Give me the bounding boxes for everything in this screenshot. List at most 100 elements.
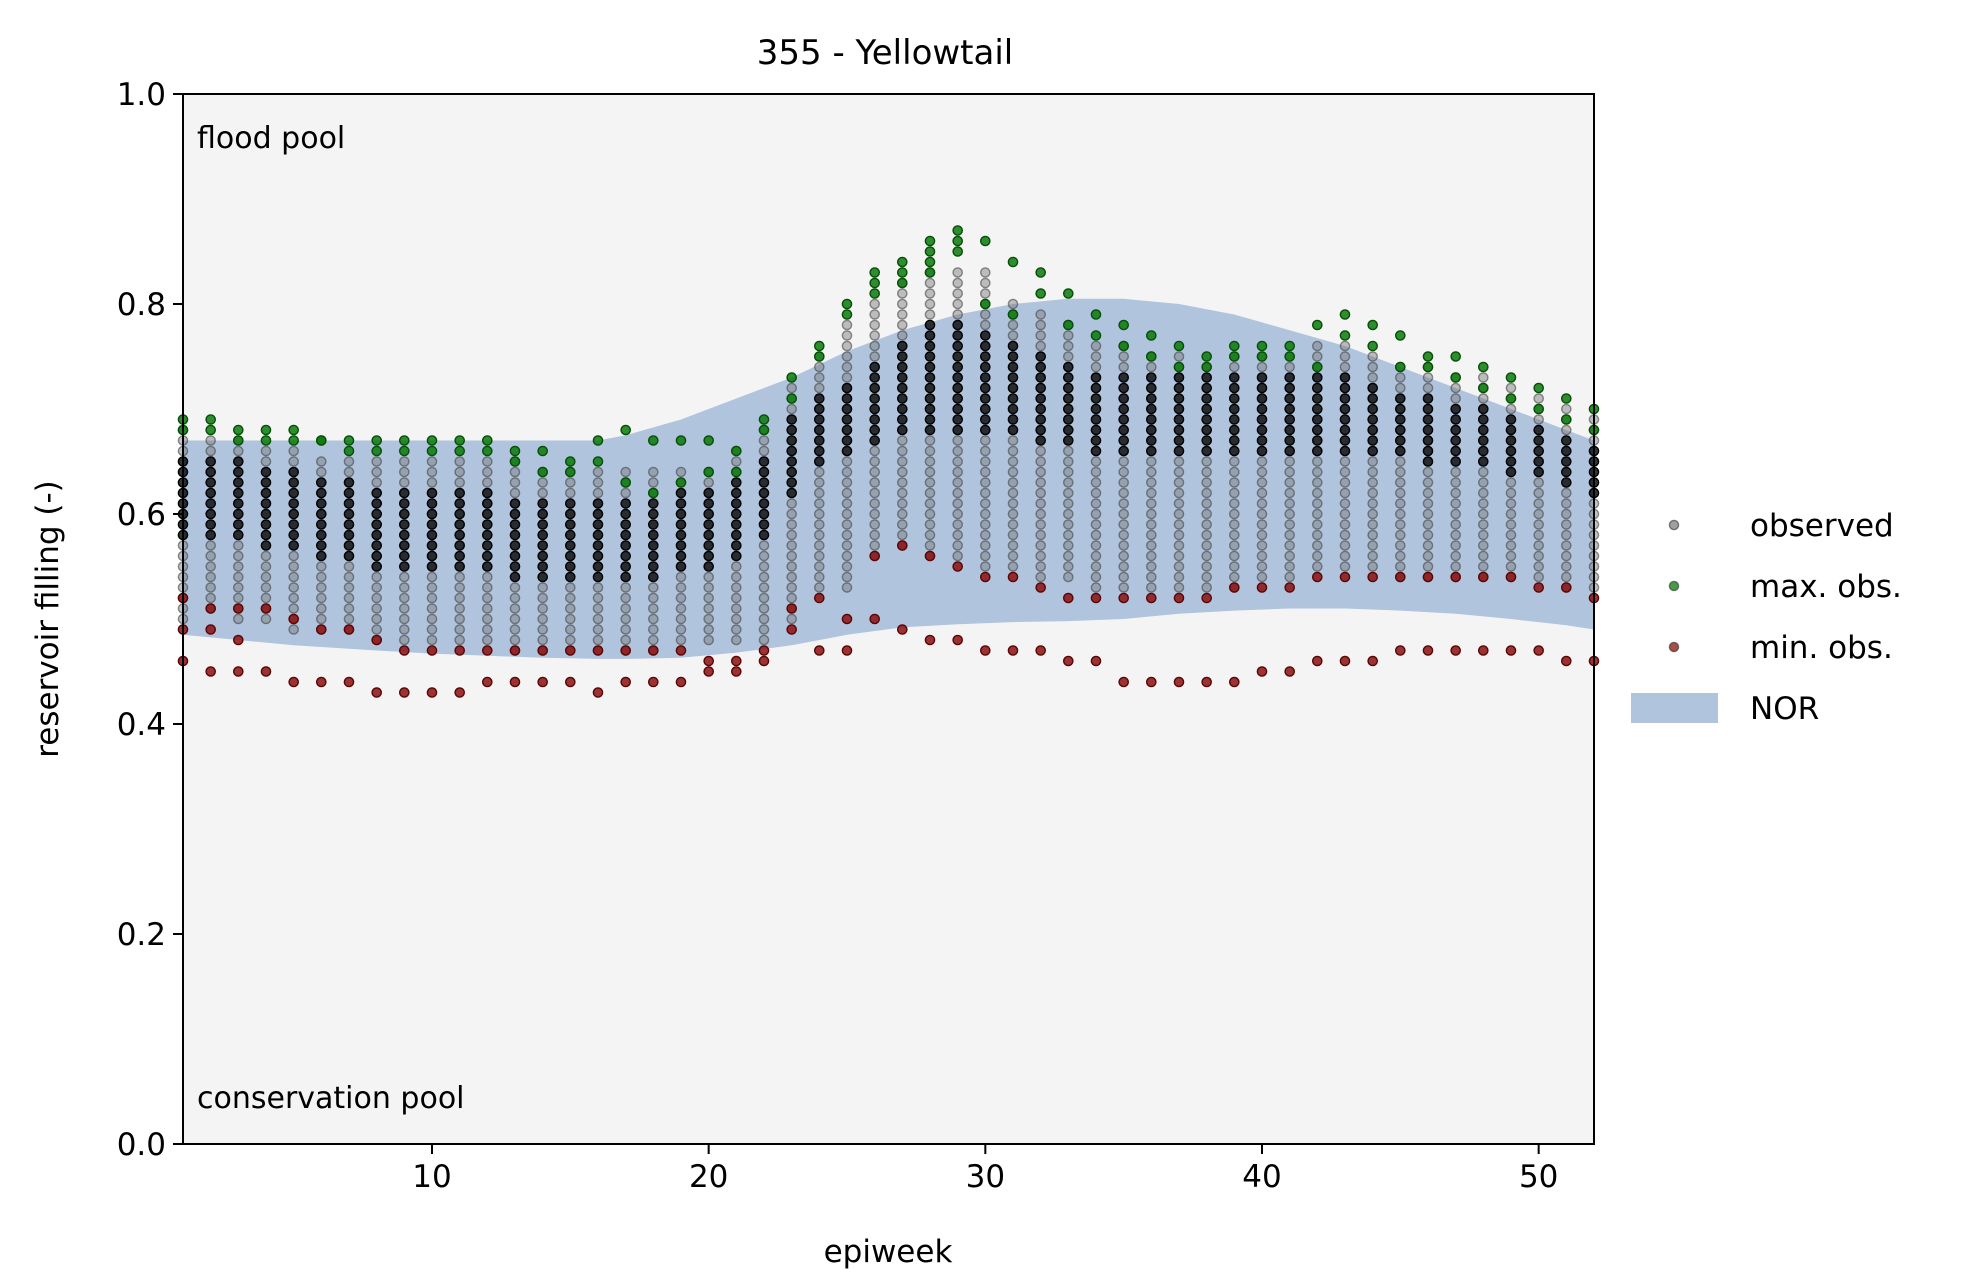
observed-point [1035, 445, 1046, 457]
observed-point [897, 403, 908, 415]
observed-point [1146, 414, 1157, 425]
observed-point [1063, 529, 1074, 541]
max-obs-point [786, 393, 798, 404]
observed-point [924, 351, 936, 362]
observed-point [537, 561, 549, 572]
observed-point [592, 624, 604, 635]
observed-point [1312, 424, 1323, 436]
observed-point [1505, 540, 1517, 551]
observed-point [869, 529, 881, 541]
observed-point [731, 592, 742, 604]
observed-point [897, 508, 908, 520]
observed-point [758, 498, 770, 509]
nor-band [183, 298, 1594, 659]
observed-point [205, 435, 216, 446]
observed-point [1146, 372, 1157, 383]
observed-point [1035, 540, 1046, 551]
observed-point [454, 613, 466, 625]
observed-point [1367, 393, 1378, 404]
observed-point [371, 603, 383, 614]
observed-point [869, 456, 881, 467]
legend-marker [1668, 580, 1680, 592]
max-obs-point [1395, 330, 1406, 341]
observed-point [952, 361, 964, 373]
observed-point [1063, 487, 1074, 499]
observed-point [869, 414, 881, 425]
observed-point [675, 487, 687, 499]
legend: observed max. obs. min. obs. NOR [1631, 508, 1902, 727]
observed-point [1312, 445, 1323, 457]
observed-point [398, 466, 410, 478]
max-obs-point [1367, 319, 1378, 331]
observed-point [620, 540, 632, 551]
observed-point [897, 372, 908, 383]
observed-point [537, 550, 549, 562]
observed-point [1561, 445, 1572, 457]
observed-point [1118, 361, 1129, 373]
observed-point [537, 624, 549, 635]
observed-point [814, 382, 825, 394]
observed-point [758, 445, 770, 457]
observed-point [509, 498, 521, 509]
observed-point [1422, 382, 1434, 394]
observed-point [1478, 445, 1489, 457]
max-obs-point [1450, 351, 1461, 362]
observed-point [1118, 477, 1129, 488]
observed-point [1090, 361, 1102, 373]
observed-point [1173, 382, 1185, 394]
observed-point [537, 603, 549, 614]
observed-point [1146, 361, 1157, 373]
observed-point [343, 592, 355, 604]
observed-point [1063, 330, 1074, 341]
observed-point [481, 487, 493, 499]
observed-point [1367, 519, 1378, 530]
observed-point [426, 540, 438, 551]
max-obs-point [980, 235, 991, 247]
observed-point [952, 519, 964, 530]
min-obs-point [592, 687, 604, 698]
observed-point [1256, 508, 1268, 520]
observed-point [1229, 561, 1240, 572]
max-obs-point [537, 466, 549, 478]
observed-point [1035, 487, 1046, 499]
observed-point [1478, 414, 1489, 425]
observed-point [1035, 571, 1046, 583]
max-obs-point [1284, 340, 1295, 352]
min-obs-point [1533, 582, 1544, 593]
observed-point [1422, 424, 1434, 436]
observed-point [814, 571, 825, 583]
observed-point [841, 403, 853, 415]
observed-point [703, 571, 715, 583]
observed-point [232, 540, 244, 551]
observed-point [648, 561, 659, 572]
min-obs-point [1146, 676, 1157, 688]
min-obs-point [1284, 582, 1295, 593]
observed-point [841, 529, 853, 541]
max-obs-point [1256, 351, 1268, 362]
observed-point [1229, 540, 1240, 551]
y-tick-label: 0.8 [117, 287, 166, 323]
observed-point [288, 519, 300, 530]
observed-point [897, 498, 908, 509]
observed-point [1007, 519, 1019, 530]
observed-point [897, 435, 908, 446]
observed-point [1090, 351, 1102, 362]
observed-point [869, 487, 881, 499]
observed-point [1146, 477, 1157, 488]
observed-point [1035, 466, 1046, 478]
min-obs-point [980, 571, 991, 583]
observed-point [232, 613, 244, 625]
observed-point [509, 634, 521, 646]
observed-point [1229, 508, 1240, 520]
observed-point [1007, 382, 1019, 394]
observed-point [205, 498, 216, 509]
observed-point [841, 435, 853, 446]
observed-point [232, 508, 244, 520]
observed-point [924, 319, 936, 331]
observed-point [260, 487, 272, 499]
observed-point [1201, 372, 1212, 383]
observed-point [1395, 382, 1406, 394]
observed-point [1229, 424, 1240, 436]
observed-point [537, 529, 549, 541]
observed-point [1229, 466, 1240, 478]
